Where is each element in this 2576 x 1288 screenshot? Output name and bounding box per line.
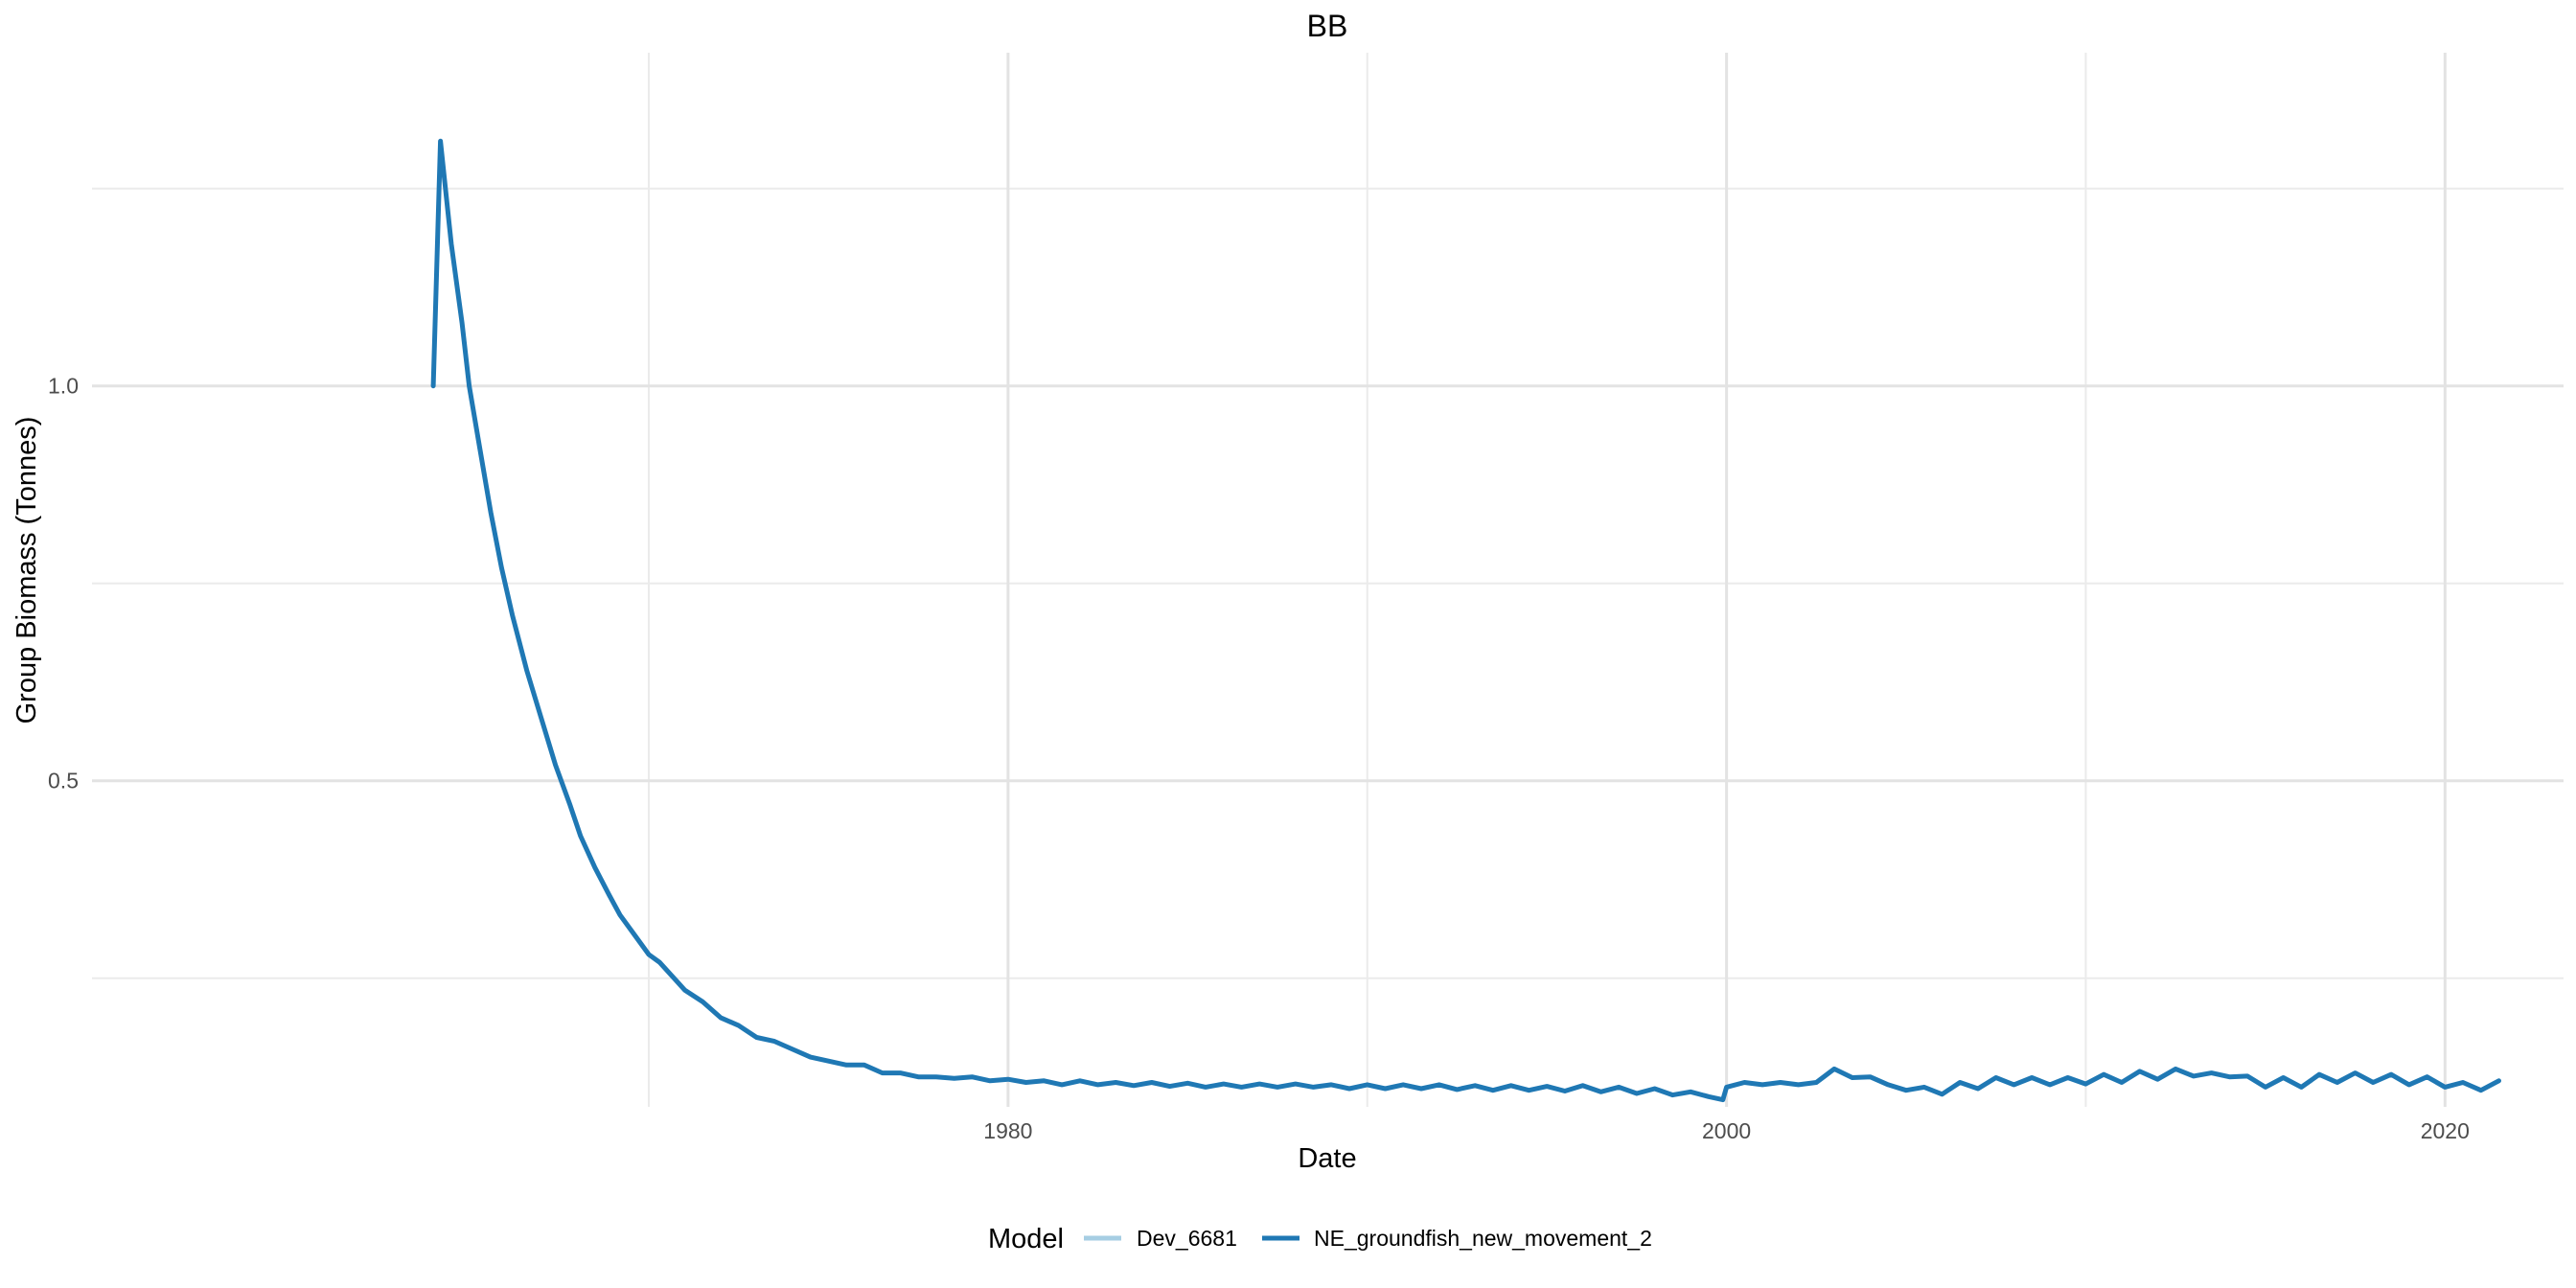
chart-title: BB: [1307, 9, 1348, 43]
series-layer: [430, 138, 2501, 1103]
x-tick-label: 2020: [2421, 1118, 2470, 1143]
series-line-ne-groundfish-new-movement-2: [430, 138, 2501, 1103]
y-axis-title: Group Biomass (Tonnes): [12, 417, 42, 724]
major-gridlines: [92, 53, 2564, 1107]
x-tick-label: 1980: [983, 1118, 1032, 1143]
legend-label-ne-groundfish: NE_groundfish_new_movement_2: [1314, 1226, 1652, 1251]
y-tick-label: 0.5: [48, 769, 79, 794]
legend-label-dev-6681: Dev_6681: [1137, 1226, 1237, 1251]
y-tick-labels: 0.5 1.0: [48, 374, 79, 794]
legend-title: Model: [988, 1224, 1064, 1254]
legend: Model Dev_6681 NE_groundfish_new_movemen…: [988, 1224, 1652, 1254]
minor-gridlines: [92, 53, 2564, 1107]
x-axis-title: Date: [1298, 1143, 1356, 1174]
x-tick-labels: 1980 2000 2020: [983, 1118, 2470, 1143]
y-tick-label: 1.0: [48, 374, 79, 399]
x-tick-label: 2000: [1702, 1118, 1751, 1143]
